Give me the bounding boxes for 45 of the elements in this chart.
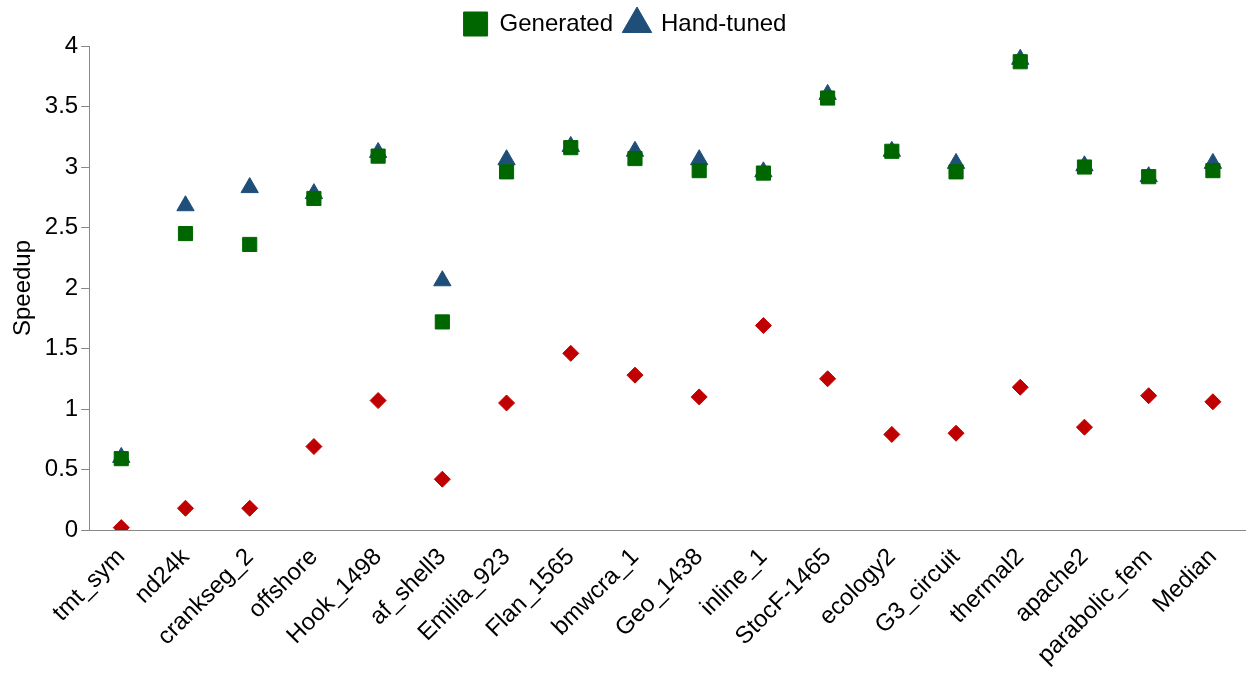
point — [1012, 54, 1028, 70]
y-tick-label: 0 — [64, 514, 79, 542]
legend-label: Generated — [499, 8, 613, 36]
point — [177, 225, 194, 242]
point — [754, 317, 772, 335]
y-tick-label: 0.5 — [44, 454, 79, 482]
point — [820, 90, 836, 106]
point — [306, 190, 322, 207]
y-tick-label: 1 — [64, 393, 79, 421]
y-tick-label: 3 — [64, 151, 79, 179]
point — [176, 499, 194, 517]
point — [242, 236, 258, 253]
point — [498, 164, 515, 180]
y-tick-label: 1.5 — [44, 333, 79, 361]
point — [947, 424, 965, 442]
point — [755, 165, 771, 181]
point — [241, 499, 259, 517]
point — [626, 366, 644, 384]
point — [1205, 163, 1221, 179]
point — [690, 388, 708, 406]
point — [1140, 387, 1158, 405]
point — [948, 164, 964, 180]
point — [1204, 393, 1222, 411]
point — [433, 470, 451, 488]
y-axis-title: Speedup — [8, 239, 36, 337]
y-tick-label: 3.5 — [44, 91, 79, 119]
legend-label: Hand-tuned — [660, 8, 787, 36]
point — [498, 394, 516, 412]
point — [1076, 159, 1093, 175]
y-tick-label: 2.5 — [44, 212, 79, 240]
point — [1075, 418, 1093, 436]
point — [627, 150, 643, 167]
point — [691, 163, 707, 179]
point — [562, 344, 580, 362]
y-tick-label: 4 — [64, 30, 79, 58]
point — [819, 370, 837, 388]
point — [113, 451, 129, 467]
y-tick-label: 2 — [64, 272, 79, 300]
point — [1011, 378, 1029, 396]
point — [370, 148, 386, 164]
point — [883, 425, 901, 443]
point — [434, 314, 450, 330]
point — [563, 140, 579, 156]
point — [369, 392, 387, 410]
point — [305, 438, 323, 456]
